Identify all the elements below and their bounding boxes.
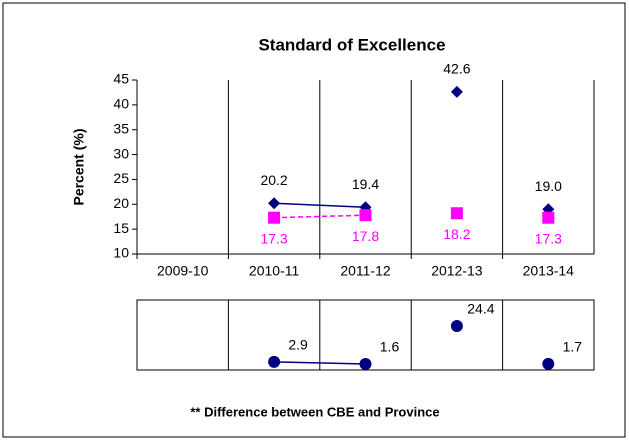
marker [542, 357, 555, 370]
data-label: 2.9 [288, 337, 308, 353]
data-label: 17.3 [535, 230, 562, 246]
x-tick-label: 2010-11 [249, 263, 300, 279]
y-tick-label: 20 [113, 195, 129, 211]
marker [268, 355, 281, 368]
marker [450, 85, 463, 98]
marker [359, 358, 372, 370]
y-tick-label: 45 [113, 71, 129, 87]
y-tick-label: 15 [113, 220, 129, 236]
data-label: 17.8 [352, 228, 379, 244]
data-label: 19.4 [352, 176, 379, 192]
y-tick-label: 10 [113, 245, 129, 261]
y-tick-label: 25 [113, 170, 129, 186]
data-label: 20.2 [260, 172, 287, 188]
x-tick-label: 2012-13 [431, 263, 483, 279]
data-label: 24.4 [467, 301, 494, 317]
data-label: 1.6 [380, 339, 400, 355]
x-tick-label: 2013-14 [523, 263, 575, 279]
series-line [274, 214, 366, 219]
series-line [274, 202, 366, 209]
y-axis-label: Percent (%) [71, 128, 87, 205]
marker [450, 320, 463, 332]
marker [542, 211, 555, 224]
data-label: 17.3 [260, 230, 287, 246]
y-tick-label: 40 [113, 96, 129, 112]
marker [268, 211, 281, 224]
caption: ** Difference between CBE and Province [190, 404, 439, 419]
data-label: 18.2 [443, 226, 470, 242]
marker [268, 197, 281, 210]
series-line [274, 361, 366, 365]
y-tick-label: 30 [113, 145, 129, 161]
chart-title: Standard of Excellence [258, 35, 445, 54]
marker [450, 207, 463, 220]
x-tick-label: 2009-10 [157, 263, 209, 279]
data-label: 1.7 [563, 339, 583, 355]
data-label: 19.0 [535, 178, 562, 194]
marker [359, 209, 372, 222]
x-tick-label: 2011-12 [340, 263, 391, 279]
y-tick-label: 35 [113, 120, 129, 136]
data-label: 42.6 [443, 61, 470, 77]
